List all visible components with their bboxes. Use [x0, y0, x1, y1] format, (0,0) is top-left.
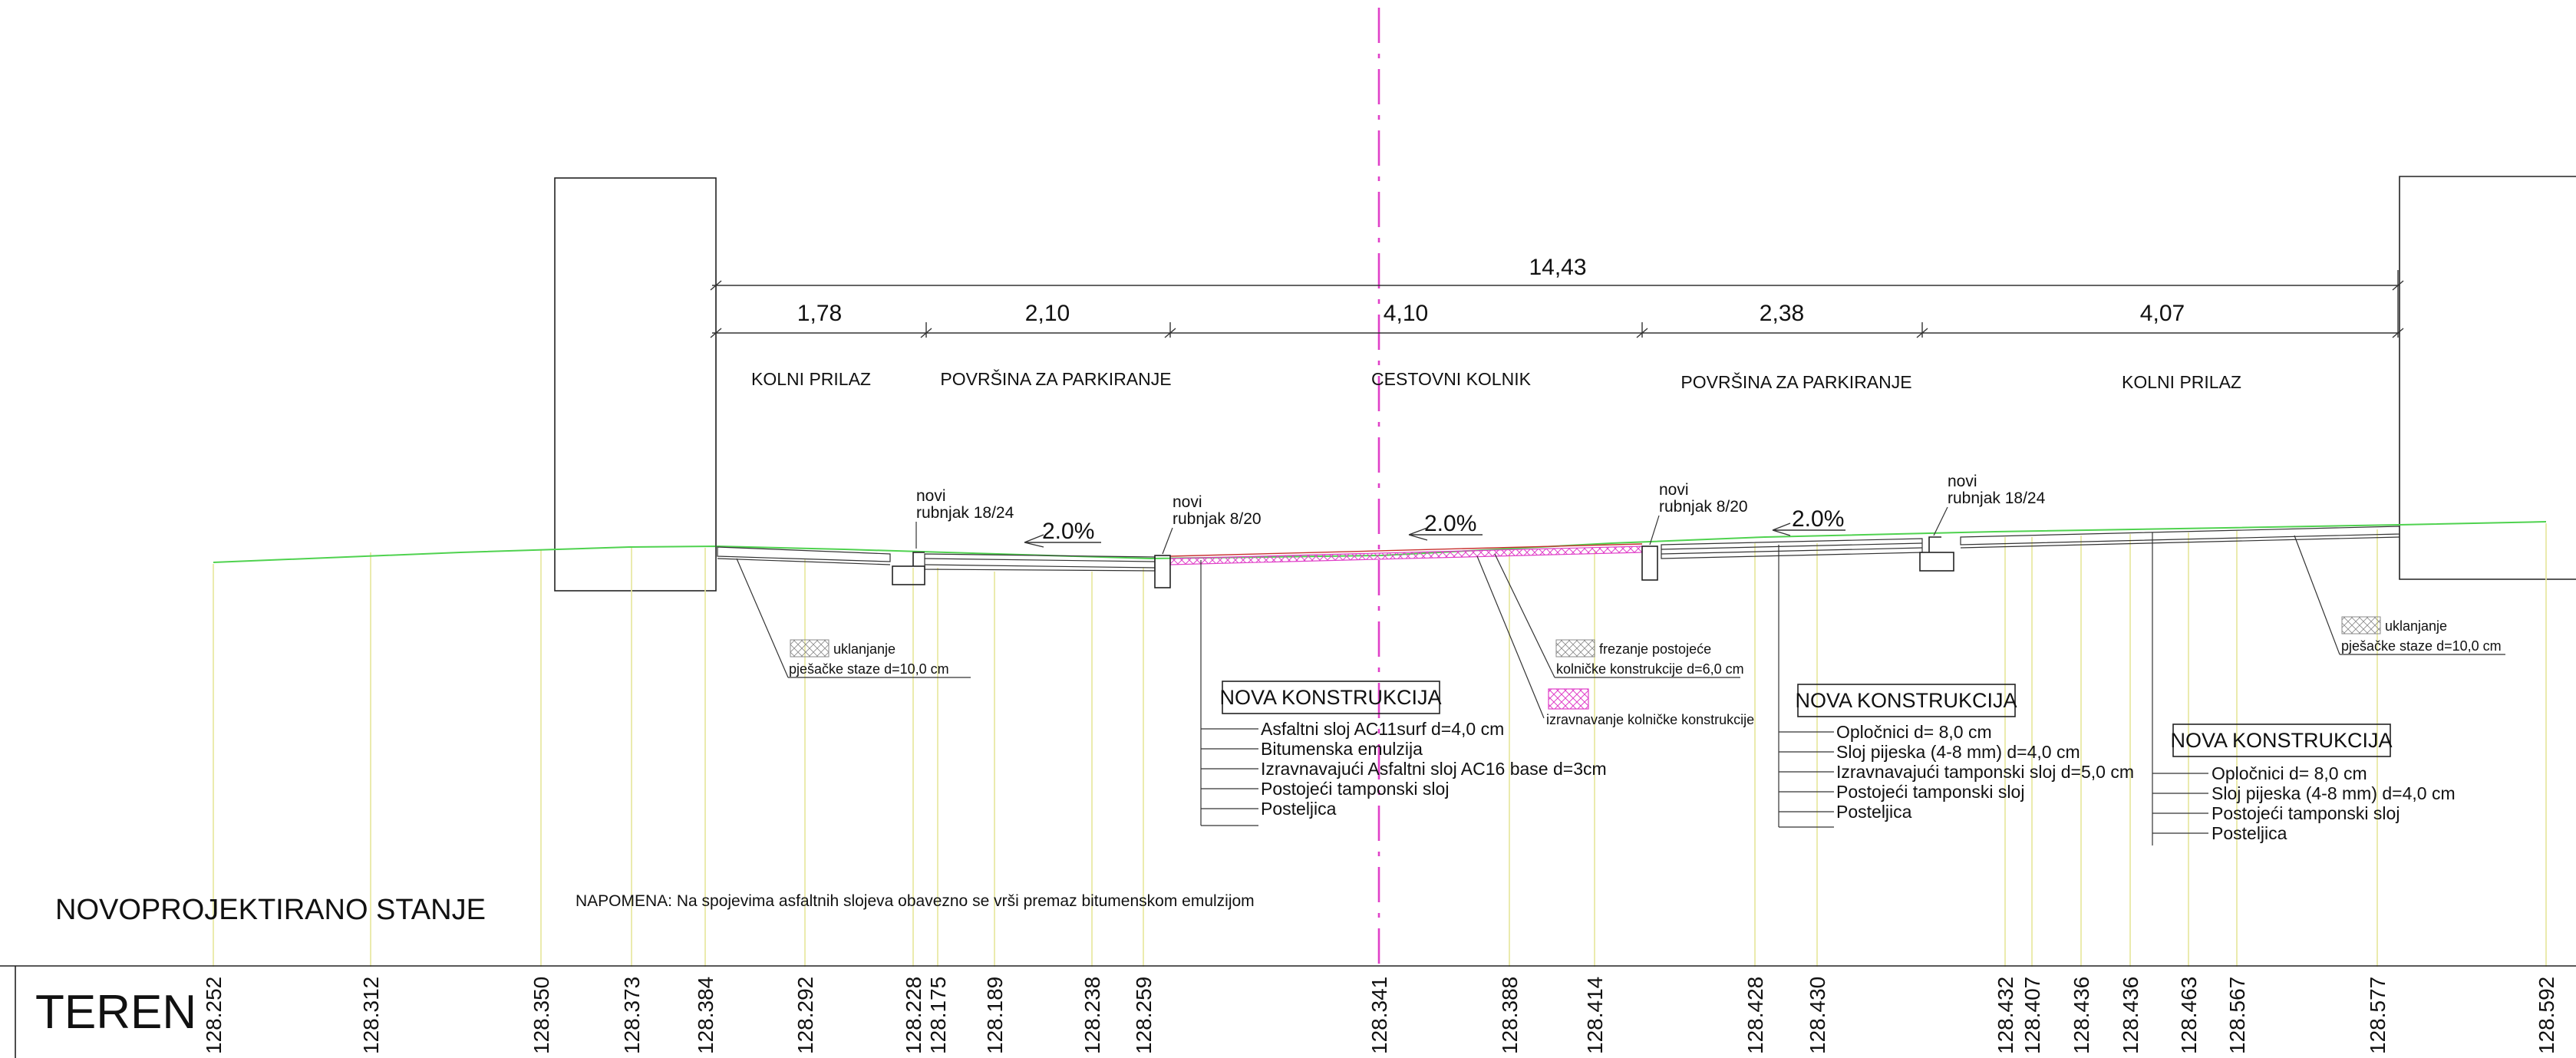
construction-1: NOVA KONSTRUKCIJA Asfaltni sloj AC11surf…	[1200, 560, 1607, 826]
terrain-label: TEREN	[35, 986, 196, 1039]
terrain-elevations: 128.252 128.312 128.350 128.373 128.384 …	[202, 977, 2558, 1054]
legend-milling-l2: kolničke konstrukcije d=6,0 cm	[1556, 661, 1744, 677]
station-lines	[213, 523, 2547, 967]
construction-3-layer-4: Posteljica	[2212, 823, 2287, 843]
dim-segment-3: 4,10	[1384, 301, 1428, 326]
legend-leveling: izravnavanje kolničke konstrukcije	[1476, 555, 1754, 727]
elevation-3: 128.350	[529, 977, 553, 1054]
terrain-table: TEREN	[0, 965, 2576, 1058]
legend-removal-left-l2: pješačke staze d=10,0 cm	[789, 661, 949, 677]
slope-right-text: 2.0%	[1792, 506, 1844, 532]
curb-label-left-1824-l2: rubnjak 18/24	[916, 504, 1014, 522]
dimension-lines	[710, 270, 2404, 549]
curb-left-8-20	[1154, 555, 1171, 588]
note: NAPOMENA: Na spojevima asfaltnih slojeva…	[576, 892, 1255, 910]
legend-removal-right-l2: pješačke staze d=10,0 cm	[2341, 638, 2502, 654]
elevation-16: 128.430	[1806, 977, 1829, 1054]
elevation-18: 128.407	[2020, 977, 2044, 1054]
zone-label-2: POVRŠINA ZA PARKIRANJE	[940, 368, 1171, 389]
elevation-24: 128.592	[2535, 977, 2558, 1054]
curbs	[892, 536, 1954, 588]
dim-segment-1: 1,78	[797, 301, 842, 326]
legend-leveling-text: izravnavanje kolničke konstrukcije	[1546, 712, 1754, 727]
dim-segment-2: 2,10	[1025, 301, 1070, 326]
legend-removal-right: uklanjanje pješačke staze d=10,0 cm	[2294, 535, 2505, 655]
construction-2: NOVA KONSTRUKCIJA Opločnici d= 8,0 cm Sl…	[1778, 545, 2134, 828]
zone-label-1: KOLNI PRILAZ	[751, 369, 871, 389]
legend-removal-left: uklanjanje pješačke staze d=10,0 cm	[736, 558, 971, 678]
slope-left: 2.0%	[1024, 519, 1101, 548]
elevation-6: 128.292	[793, 977, 817, 1054]
elevation-8: 128.175	[926, 977, 950, 1054]
curb-right-8-20	[1641, 545, 1658, 581]
construction-1-layer-2: Bitumenska emulzija	[1261, 739, 1423, 759]
construction-3-title: NOVA KONSTRUKCIJA	[2170, 729, 2392, 752]
dim-total: 14,43	[1529, 255, 1586, 280]
elevation-11: 128.259	[1132, 977, 1156, 1054]
elevation-4: 128.373	[620, 977, 644, 1054]
zone-label-5: KOLNI PRILAZ	[2122, 372, 2241, 392]
elevation-10: 128.238	[1080, 977, 1104, 1054]
elevation-15: 128.428	[1743, 977, 1767, 1054]
curb-label-right-820-l1: novi	[1659, 481, 1689, 499]
construction-3-layer-2: Sloj pijeska (4-8 mm) d=4,0 cm	[2212, 783, 2456, 803]
section-title: NOVOPROJEKTIRANO STANJE	[55, 894, 486, 926]
curb-right-18-24	[1919, 552, 1954, 572]
legend-milling: frezanje postojeće kolničke konstrukcije…	[1494, 553, 1744, 678]
construction-3-layer-1: Opločnici d= 8,0 cm	[2212, 763, 2367, 783]
dim-segment-4: 2,38	[1760, 301, 1804, 326]
elevation-9: 128.189	[983, 977, 1007, 1054]
slope-left-text: 2.0%	[1042, 519, 1094, 544]
slope-center: 2.0%	[1408, 511, 1483, 541]
construction-3: NOVA KONSTRUKCIJA Opločnici d= 8,0 cm Sl…	[2152, 532, 2456, 845]
legend-removal-left-l1: uklanjanje	[833, 641, 895, 657]
pavement-structure	[717, 526, 2400, 572]
construction-2-layer-1: Opločnici d= 8,0 cm	[1836, 722, 1992, 742]
construction-2-layer-5: Posteljica	[1836, 802, 1912, 822]
construction-1-title: NOVA KONSTRUKCIJA	[1219, 686, 1441, 709]
curb-label-left-820-l2: rubnjak 8/20	[1173, 510, 1262, 528]
elevation-12: 128.341	[1367, 977, 1391, 1054]
construction-2-layer-4: Postojeći tamponski sloj	[1836, 782, 2024, 802]
construction-2-title: NOVA KONSTRUKCIJA	[1795, 689, 2017, 712]
elevation-23: 128.577	[2366, 977, 2390, 1054]
zone-label-3: CESTOVNI KOLNIK	[1371, 369, 1532, 389]
curb-label-left-1824-l1: novi	[916, 487, 946, 505]
construction-1-layer-4: Postojeći tamponski sloj	[1261, 779, 1449, 799]
slope-center-text: 2.0%	[1424, 511, 1476, 536]
construction-1-layer-3: Izravnavajući Asfaltni sloj AC16 base d=…	[1261, 759, 1607, 779]
dim-segment-5: 4,07	[2140, 301, 2185, 326]
construction-2-layer-3: Izravnavajući tamponski sloj d=5,0 cm	[1836, 762, 2134, 782]
elevation-7: 128.228	[902, 977, 925, 1054]
curb-label-right-1824-l1: novi	[1948, 473, 1977, 490]
elevation-14: 128.414	[1583, 977, 1607, 1054]
elevation-20: 128.436	[2119, 977, 2142, 1054]
elevation-19: 128.436	[2070, 977, 2093, 1054]
elevation-2: 128.312	[359, 977, 383, 1054]
building-left	[554, 177, 717, 592]
slope-right: 2.0%	[1772, 506, 1845, 536]
elevation-22: 128.567	[2225, 977, 2249, 1054]
construction-2-layer-2: Sloj pijeska (4-8 mm) d=4,0 cm	[1836, 742, 2080, 762]
curb-label-left-820-l1: novi	[1173, 493, 1202, 511]
elevation-5: 128.384	[694, 977, 717, 1054]
elevation-13: 128.388	[1498, 977, 1522, 1054]
curb-label-right-1824-l2: rubnjak 18/24	[1948, 489, 2046, 507]
legend-milling-l1: frezanje postojeće	[1599, 641, 1711, 657]
construction-3-layer-3: Postojeći tamponski sloj	[2212, 803, 2400, 823]
construction-1-layer-5: Posteljica	[1261, 799, 1337, 819]
construction-1-layer-1: Asfaltni sloj AC11surf d=4,0 cm	[1261, 719, 1504, 739]
elevation-1: 128.252	[202, 977, 226, 1054]
legend-removal-right-l1: uklanjanje	[2385, 618, 2447, 634]
curb-label-right-820-l2: rubnjak 8/20	[1659, 498, 1748, 516]
curb-left-18-24	[892, 565, 925, 585]
building-right	[2399, 176, 2576, 580]
zone-label-4: POVRŠINA ZA PARKIRANJE	[1681, 371, 1911, 392]
elevation-21: 128.463	[2177, 977, 2201, 1054]
elevation-17: 128.432	[1994, 977, 2017, 1054]
